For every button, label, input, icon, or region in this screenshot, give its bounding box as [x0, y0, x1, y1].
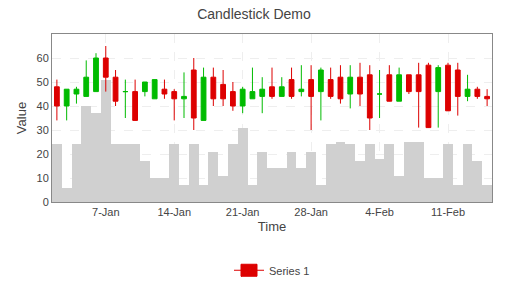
svg-text:7-Jan: 7-Jan [92, 206, 120, 218]
svg-text:Time: Time [258, 219, 286, 234]
svg-text:20: 20 [37, 148, 49, 160]
svg-text:Value: Value [14, 102, 29, 134]
svg-text:30: 30 [37, 124, 49, 136]
svg-text:28-Jan: 28-Jan [294, 206, 328, 218]
svg-text:4-Feb: 4-Feb [365, 206, 394, 218]
svg-text:Candlestick Demo: Candlestick Demo [197, 6, 311, 22]
svg-text:21-Jan: 21-Jan [226, 206, 260, 218]
svg-text:14-Jan: 14-Jan [157, 206, 191, 218]
svg-text:40: 40 [37, 100, 49, 112]
svg-text:50: 50 [37, 76, 49, 88]
svg-text:10: 10 [37, 172, 49, 184]
svg-text:0: 0 [43, 196, 49, 208]
svg-text:11-Feb: 11-Feb [431, 206, 465, 218]
svg-text:Series 1: Series 1 [269, 265, 309, 277]
svg-text:60: 60 [37, 52, 49, 64]
